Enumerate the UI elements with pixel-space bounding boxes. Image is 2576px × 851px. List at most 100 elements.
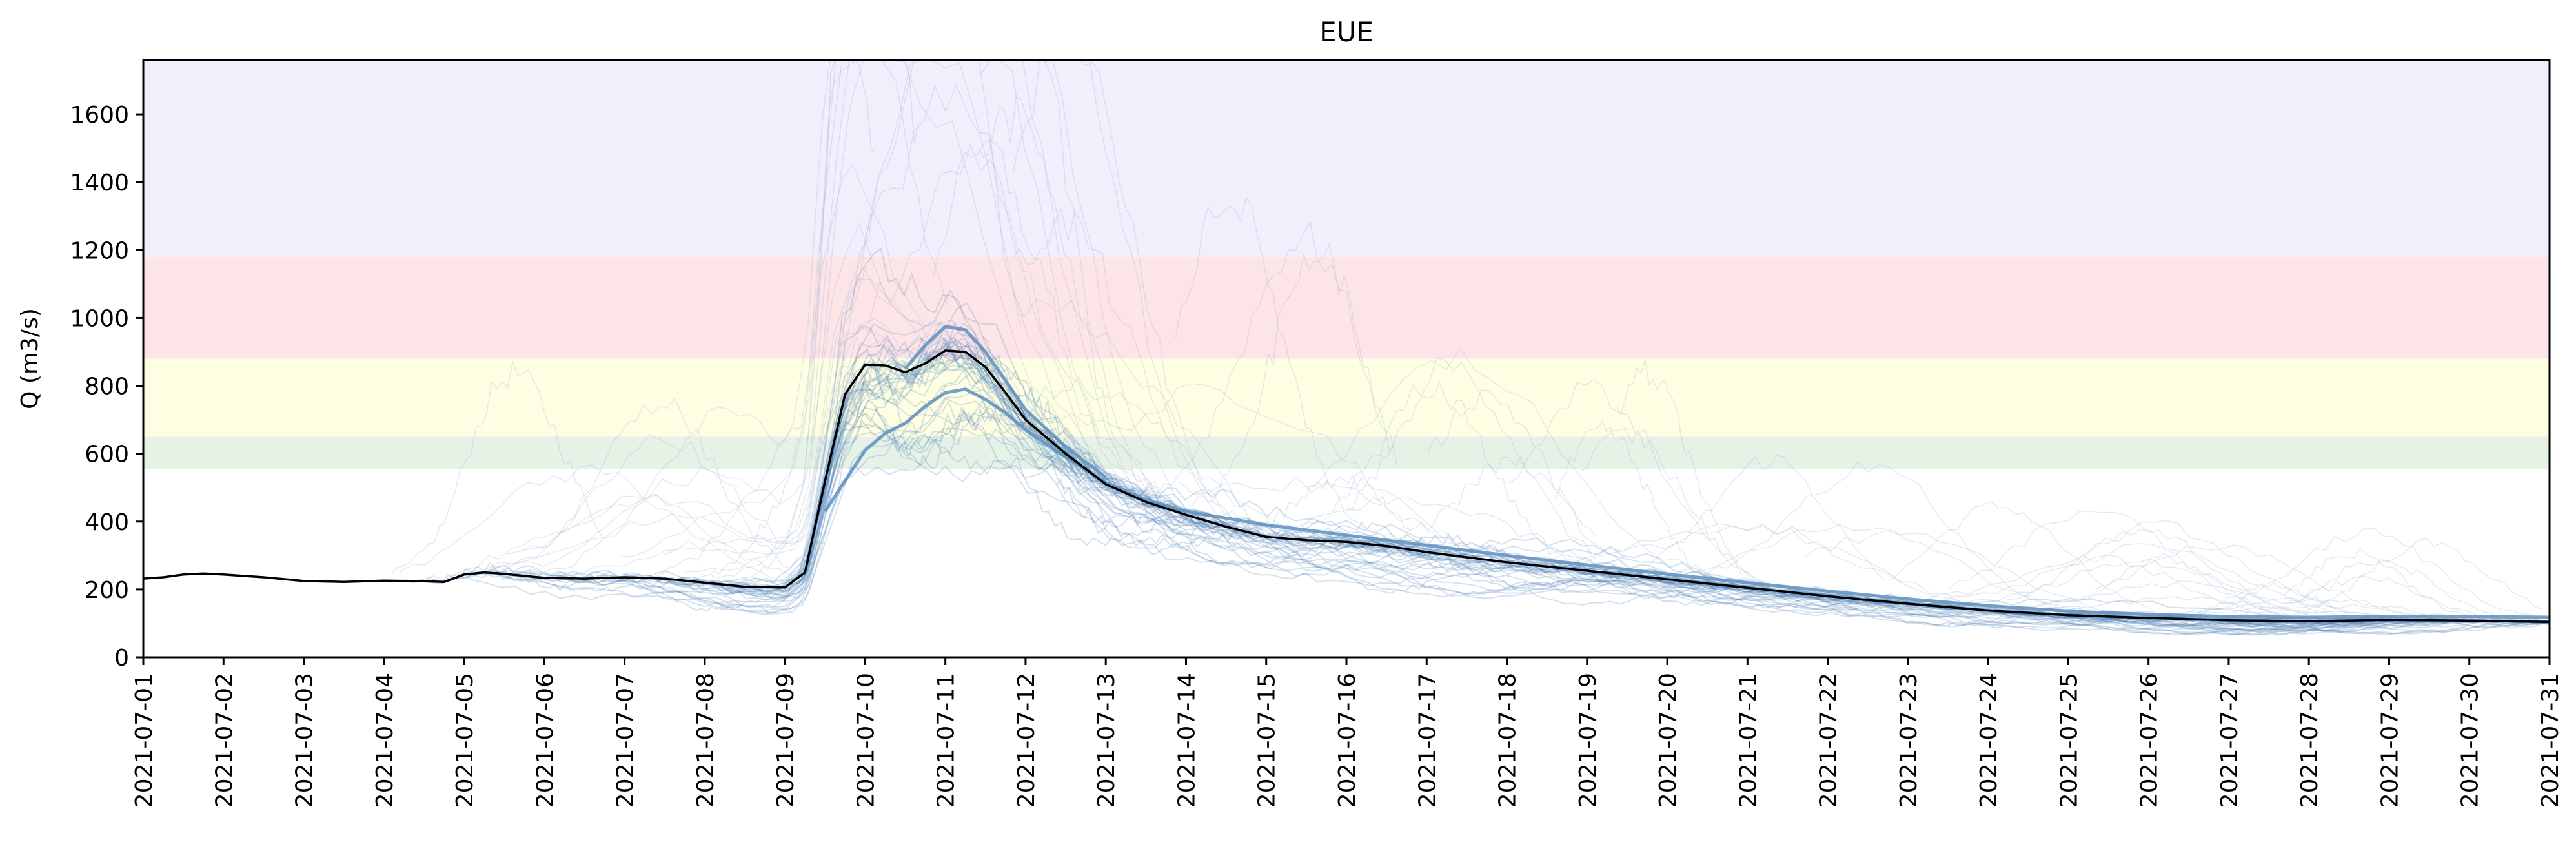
ensemble-member (977, 96, 1195, 519)
x-axis: 2021-07-01 2021-07-02 2021-07-03 2021-07-04… (131, 657, 2564, 808)
ensemble-member (644, 353, 938, 601)
ensemble-member (1202, 497, 1691, 582)
x-tick-label: 2021-07-25 (2056, 673, 2082, 808)
ensemble-member (822, 408, 1175, 519)
ensemble-member (941, 341, 1461, 557)
ensemble-member (1187, 243, 1390, 507)
threshold-band-0 (143, 436, 2550, 469)
ensemble-member (1447, 558, 2053, 616)
x-tick-label: 2021-07-13 (1093, 673, 1120, 808)
x-tick-label: 2021-07-28 (2297, 673, 2323, 808)
ensemble-member (1049, 455, 1254, 555)
ensemble-member (691, 409, 1095, 592)
series-line-forecast-ensemble-upper (904, 325, 1107, 479)
ensemble-member (654, 337, 1103, 586)
chart-title: EUE (1319, 16, 1374, 48)
ensemble-member (1175, 196, 1394, 547)
ensemble-member (982, 336, 1146, 503)
ensemble-member (807, 393, 1010, 566)
ensemble-member (2070, 520, 2550, 624)
ensemble-member (2005, 615, 2522, 632)
ensemble-member (554, 411, 1033, 599)
ensemble-member (504, 222, 1031, 568)
ensemble-member (1598, 455, 1885, 580)
ensemble-member (2146, 617, 2550, 635)
ensemble-member (1346, 542, 1659, 580)
ensemble-member (1044, 431, 1610, 574)
y-tick-label: 600 (85, 442, 129, 468)
x-tick-label: 2021-07-08 (693, 673, 719, 808)
y-tick-label: 1200 (70, 238, 129, 264)
ensemble-member (939, 338, 1448, 570)
ensemble-member (1057, 437, 1423, 555)
ensemble-member (485, 317, 1061, 570)
ensemble-member (1654, 578, 1881, 609)
ensemble-member (1121, 495, 1382, 569)
ensemble-member (2000, 614, 2198, 625)
ensemble-member (1580, 427, 1838, 600)
ensemble-member (1012, 208, 1289, 543)
ensemble-member (489, 398, 799, 573)
x-tick-label: 2021-07-22 (1816, 673, 1842, 808)
ensemble-member (457, 346, 961, 606)
ensemble-member (466, 571, 674, 592)
x-tick-label: 2021-07-05 (452, 673, 478, 808)
ensemble-member (1252, 539, 1543, 594)
ensemble-member (1616, 360, 1778, 592)
ensemble-member (1903, 603, 2321, 636)
ensemble-member (2186, 617, 2550, 635)
x-tick-label: 2021-07-11 (933, 673, 960, 808)
ensemble-member (1362, 540, 1621, 591)
ensemble-member (725, 398, 1013, 592)
x-tick-label: 2021-07-01 (131, 673, 157, 808)
ensemble-member (1190, 518, 1612, 587)
threshold-band-3 (143, 60, 2550, 257)
x-tick-label: 2021-07-27 (2216, 673, 2243, 808)
series-line-forecast-ensemble-main (824, 387, 2550, 619)
ensemble-member (871, 351, 1385, 554)
ensemble-member (2290, 575, 2550, 623)
series-line-observed (143, 349, 2550, 624)
ensemble-member (480, 268, 1051, 576)
ensemble-member (1117, 489, 1738, 598)
x-tick-label: 2021-07-10 (853, 673, 879, 808)
ensemble-member (1920, 603, 2453, 636)
ensemble-member (1106, 221, 1398, 495)
ensemble-member (727, 353, 931, 593)
x-tick-label: 2021-07-31 (2537, 673, 2564, 808)
ensemble-member (2169, 617, 2486, 633)
x-tick-label: 2021-07-15 (1254, 673, 1281, 808)
threshold-band-2 (143, 358, 2550, 437)
ensemble-member (912, 338, 1536, 569)
ensemble-member (1401, 545, 1872, 602)
ensemble-member (1053, 440, 1640, 577)
x-tick-label: 2021-07-09 (773, 673, 799, 808)
threshold-bands (143, 60, 2550, 469)
ensemble-member (2019, 611, 2333, 626)
ensemble-member (787, 302, 1186, 582)
ensemble-member (2020, 544, 2495, 623)
ensemble-member (1499, 562, 2118, 619)
ensemble-member (1965, 606, 2181, 622)
y-tick-label: 400 (85, 509, 129, 536)
y-tick-label: 200 (85, 577, 129, 604)
ensemble-member (1455, 537, 1917, 605)
ensemble-member (637, 434, 836, 612)
ensemble-member (2094, 553, 2347, 622)
x-tick-label: 2021-07-20 (1655, 673, 1681, 808)
ensemble-member (1392, 548, 1756, 606)
x-tick-label: 2021-07-18 (1495, 673, 1521, 808)
ensemble-member (711, 369, 1060, 600)
ensemble-member (2164, 618, 2550, 636)
ensemble-member (875, 405, 1050, 469)
ensemble-member (664, 278, 1151, 556)
ensemble-member (1856, 597, 2212, 626)
ensemble-member (685, 59, 1233, 573)
threshold-band-1 (143, 256, 2550, 359)
ensemble-member (654, 59, 948, 578)
ensemble-member (1773, 543, 2333, 613)
ensemble-member (747, 347, 977, 596)
x-tick-label: 2021-07-17 (1414, 673, 1441, 808)
ensemble-member (1825, 596, 2018, 618)
